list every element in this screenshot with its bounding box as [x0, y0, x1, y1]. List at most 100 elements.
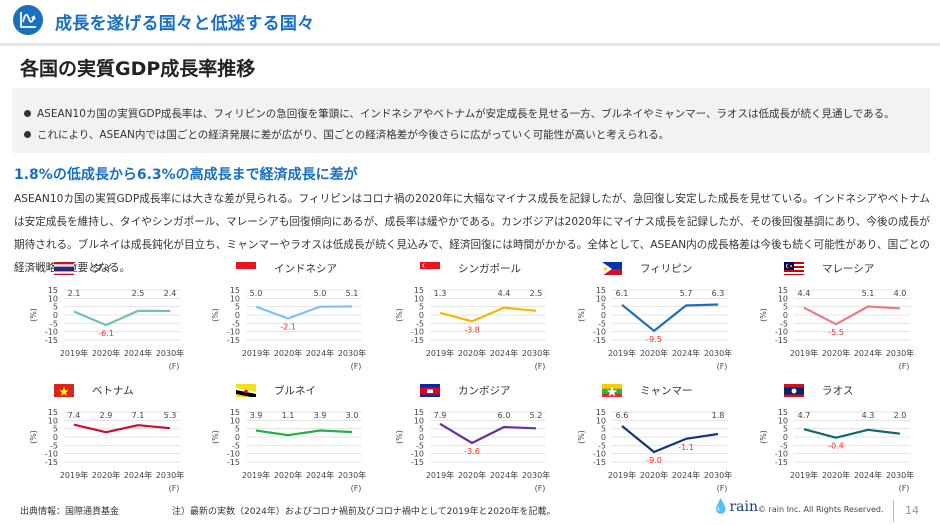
svg-text:-10: -10 — [775, 328, 788, 337]
svg-text:2020年: 2020年 — [640, 348, 668, 358]
svg-text:-5: -5 — [416, 441, 424, 450]
section-header: 成長を遂げる国々と低迷する国々 — [0, 0, 940, 42]
svg-text:0: 0 — [601, 433, 606, 442]
svg-text:-15: -15 — [45, 458, 58, 467]
svg-text:0: 0 — [601, 311, 606, 320]
svg-text:2.4: 2.4 — [164, 289, 177, 298]
svg-text:-5: -5 — [780, 441, 788, 450]
svg-text:2024年: 2024年 — [124, 348, 152, 358]
svg-text:2019年: 2019年 — [426, 470, 454, 480]
chart-cambodia: カンボジア 15 10 5 0 -5 -10 -15 (%) 7.9 -3.6 6.0 5.2 2019年… — [396, 378, 581, 498]
svg-text:2020年: 2020年 — [458, 470, 486, 480]
page-title: 各国の実質GDP成長率推移 — [20, 58, 256, 80]
svg-text:2019年: 2019年 — [608, 470, 636, 480]
svg-text:2019年: 2019年 — [242, 348, 270, 358]
svg-text:15: 15 — [48, 408, 58, 417]
svg-text:0: 0 — [53, 433, 58, 442]
svg-text:-5: -5 — [598, 441, 606, 450]
svg-text:-15: -15 — [593, 336, 606, 345]
country-name: ベトナム — [92, 385, 134, 397]
svg-text:2020年: 2020年 — [458, 348, 486, 358]
svg-text:-10: -10 — [775, 450, 788, 459]
laos-flag-icon — [784, 383, 804, 397]
svg-text:(F): (F) — [899, 362, 910, 371]
svg-text:5: 5 — [601, 303, 606, 312]
svg-text:15: 15 — [596, 408, 606, 417]
svg-text:4.4: 4.4 — [498, 289, 511, 298]
svg-text:15: 15 — [414, 408, 424, 417]
svg-text:5: 5 — [601, 425, 606, 434]
svg-text:6.0: 6.0 — [498, 411, 511, 420]
svg-text:-2.1: -2.1 — [280, 323, 296, 332]
svg-text:5: 5 — [235, 425, 240, 434]
cambodia-flag-icon — [420, 383, 440, 397]
svg-text:(F): (F) — [351, 484, 362, 493]
svg-text:3.9: 3.9 — [314, 411, 327, 420]
thailand-flag-icon — [54, 261, 74, 275]
svg-text:2.5: 2.5 — [132, 289, 145, 298]
chart-philippines: フィリピン 15 10 5 0 -5 -10 -15 (%) 6.1 -9.5 5.7 6.3 2019年… — [578, 256, 763, 376]
summary-bullet: ASEAN10カ国の実質GDP成長率は、フィリピンの急回復を筆頭に、インドネシア… — [24, 104, 930, 125]
singapore-flag-icon — [420, 261, 440, 275]
svg-text:4.7: 4.7 — [798, 411, 811, 420]
svg-text:(F): (F) — [535, 362, 546, 371]
svg-text:5.1: 5.1 — [346, 289, 359, 298]
svg-text:15: 15 — [48, 286, 58, 295]
chart-thailand: タイ 15 10 5 0 -5 -10 -15 (%) 2.1 -6.1 2.5 2.4 2019年 202… — [30, 256, 215, 376]
svg-text:10: 10 — [230, 416, 240, 425]
svg-text:-1.1: -1.1 — [678, 443, 694, 452]
svg-text:-10: -10 — [227, 328, 240, 337]
svg-text:1.1: 1.1 — [282, 411, 295, 420]
svg-text:15: 15 — [230, 408, 240, 417]
svg-text:-10: -10 — [227, 450, 240, 459]
svg-text:(%): (%) — [30, 308, 38, 322]
svg-text:(%): (%) — [396, 308, 404, 322]
svg-text:1.3: 1.3 — [434, 289, 447, 298]
svg-text:-15: -15 — [227, 336, 240, 345]
svg-text:0: 0 — [235, 311, 240, 320]
svg-text:10: 10 — [596, 416, 606, 425]
svg-text:15: 15 — [778, 408, 788, 417]
chart-vietnam: ベトナム 15 10 5 0 -5 -10 -15 (%) 7.4 2.9 7.1 5.3 2019年 20… — [30, 378, 215, 498]
svg-text:5.1: 5.1 — [862, 289, 875, 298]
svg-text:-5: -5 — [780, 319, 788, 328]
svg-text:2024年: 2024年 — [490, 348, 518, 358]
svg-text:2020年: 2020年 — [92, 470, 120, 480]
svg-text:-15: -15 — [775, 458, 788, 467]
malaysia-flag-icon — [784, 261, 804, 275]
svg-text:-9.5: -9.5 — [646, 335, 662, 344]
svg-text:10: 10 — [596, 294, 606, 303]
svg-text:2030年: 2030年 — [522, 470, 550, 480]
svg-text:-5: -5 — [50, 441, 58, 450]
svg-text:2024年: 2024年 — [306, 470, 334, 480]
chart-indonesia: インドネシア 15 10 5 0 -5 -10 -15 (%) 5.0 -2.1 5.0 5.1 2019… — [212, 256, 397, 376]
svg-text:(%): (%) — [212, 308, 220, 322]
chart-wave-icon — [13, 5, 43, 35]
country-name: シンガポール — [458, 263, 521, 275]
footer-divider — [893, 500, 894, 522]
svg-text:-10: -10 — [411, 450, 424, 459]
svg-text:(F): (F) — [899, 484, 910, 493]
chart-singapore: シンガポール 15 10 5 0 -5 -10 -15 (%) 1.3 -3.8 4.4 2.5 2019… — [396, 256, 581, 376]
svg-text:(%): (%) — [760, 430, 768, 444]
svg-text:2019年: 2019年 — [60, 348, 88, 358]
svg-text:5: 5 — [783, 303, 788, 312]
svg-text:2030年: 2030年 — [156, 348, 184, 358]
company-logo: 💧rain — [712, 499, 758, 515]
svg-text:-5: -5 — [232, 441, 240, 450]
svg-text:6.3: 6.3 — [712, 289, 725, 298]
svg-text:2024年: 2024年 — [854, 348, 882, 358]
vietnam-flag-icon — [54, 383, 74, 397]
svg-text:2020年: 2020年 — [822, 348, 850, 358]
svg-text:10: 10 — [778, 416, 788, 425]
svg-text:2019年: 2019年 — [790, 470, 818, 480]
svg-text:2024年: 2024年 — [672, 470, 700, 480]
copyright: © rain Inc. All Rights Reserved. — [758, 505, 884, 514]
svg-text:15: 15 — [596, 286, 606, 295]
svg-text:4.4: 4.4 — [798, 289, 811, 298]
drop-icon: 💧 — [712, 499, 730, 515]
svg-text:7.9: 7.9 — [434, 411, 447, 420]
svg-text:2.5: 2.5 — [530, 289, 543, 298]
sub-heading: 1.8%の低成長から6.3%の高成長まで経済成長に差が — [14, 167, 358, 183]
svg-text:7.4: 7.4 — [68, 411, 81, 420]
